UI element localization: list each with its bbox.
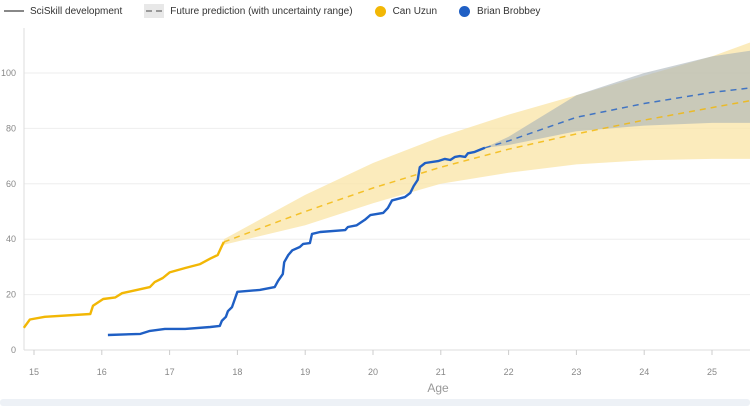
x-tick-label: 25 xyxy=(707,367,717,377)
legend-player-can-uzun[interactable]: Can Uzun xyxy=(374,5,438,17)
y-tick-label: 40 xyxy=(6,234,16,244)
uncertainty-band xyxy=(484,50,750,148)
yellow-dot-icon xyxy=(374,5,386,17)
x-tick-label: 17 xyxy=(165,367,175,377)
x-tick-label: 16 xyxy=(97,367,107,377)
y-tick-label: 60 xyxy=(6,179,16,189)
x-tick-label: 24 xyxy=(639,367,649,377)
x-tick-label: 23 xyxy=(571,367,581,377)
x-tick-label: 19 xyxy=(300,367,310,377)
prediction-line xyxy=(223,99,750,243)
y-tick-label: 80 xyxy=(6,123,16,133)
solid-line-icon xyxy=(4,10,24,12)
legend-prediction[interactable]: Future prediction (with uncertainty rang… xyxy=(144,4,353,18)
y-tick-label: 100 xyxy=(1,68,16,78)
development-line xyxy=(22,241,225,329)
legend-player-label: Can Uzun xyxy=(392,5,438,17)
legend-development-label: SciSkill development xyxy=(30,5,123,17)
x-tick-label: 22 xyxy=(504,367,514,377)
legend-prediction-label: Future prediction (with uncertainty rang… xyxy=(170,5,353,17)
x-tick-label: 20 xyxy=(368,367,378,377)
dashed-line-icon xyxy=(144,4,165,18)
development-line xyxy=(107,146,486,337)
x-tick-label: 15 xyxy=(29,367,39,377)
legend-player-label: Brian Brobbey xyxy=(477,5,541,17)
blue-dot-icon xyxy=(459,5,471,17)
legend-development[interactable]: SciSkill development xyxy=(4,6,122,17)
x-tick-label: 21 xyxy=(436,367,446,377)
scrollbar[interactable] xyxy=(0,399,750,406)
y-tick-label: 0 xyxy=(11,345,16,355)
x-tick-label: 18 xyxy=(232,367,242,377)
chart-legend: SciSkill development Future prediction (… xyxy=(4,4,562,18)
x-axis-label: Age xyxy=(427,381,449,395)
y-tick-label: 20 xyxy=(6,290,16,300)
legend-player-brian-brobbey[interactable]: Brian Brobbey xyxy=(459,5,541,17)
